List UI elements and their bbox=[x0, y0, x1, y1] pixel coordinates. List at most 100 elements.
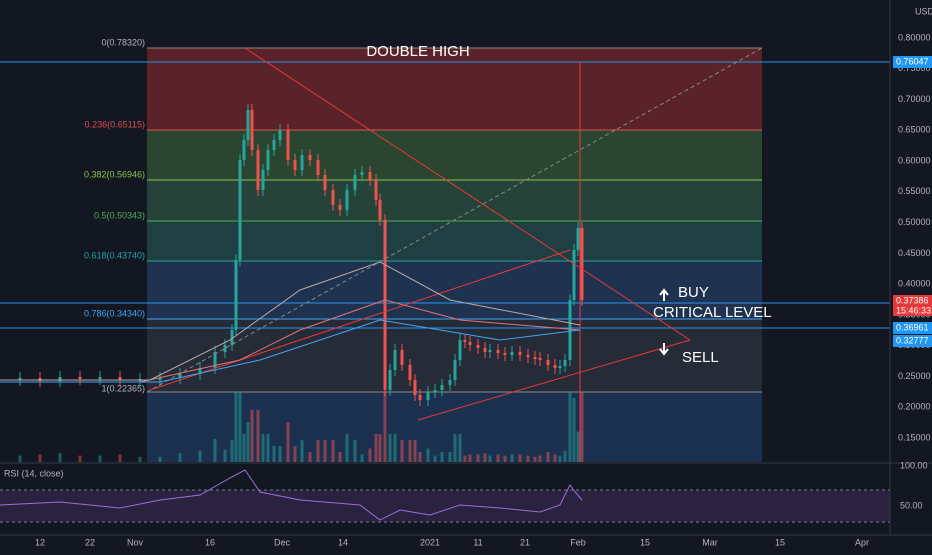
volume bbox=[463, 455, 467, 462]
volume bbox=[38, 454, 42, 462]
candle bbox=[383, 220, 387, 390]
candle bbox=[496, 350, 500, 353]
volume bbox=[230, 440, 234, 462]
volume bbox=[360, 454, 364, 462]
time-label: Nov bbox=[127, 537, 144, 547]
candle bbox=[223, 345, 227, 352]
volume bbox=[458, 434, 462, 462]
candle bbox=[78, 377, 82, 379]
arrow-up bbox=[659, 288, 669, 301]
price-label: 0.70000 bbox=[898, 94, 931, 104]
candle bbox=[413, 380, 417, 395]
zone bbox=[147, 221, 762, 261]
volume bbox=[533, 456, 537, 462]
volume bbox=[503, 455, 507, 462]
volume bbox=[426, 448, 430, 462]
arrow-down bbox=[659, 343, 669, 356]
volume bbox=[158, 456, 162, 462]
volume bbox=[553, 454, 557, 462]
candle bbox=[246, 110, 250, 140]
volume bbox=[526, 455, 530, 462]
volume bbox=[496, 454, 500, 462]
candle bbox=[433, 390, 437, 392]
volume bbox=[261, 434, 265, 462]
volume bbox=[488, 455, 492, 462]
candle bbox=[261, 170, 265, 190]
candle bbox=[558, 366, 562, 368]
time-label: 22 bbox=[85, 537, 95, 547]
price-label: 0.50000 bbox=[898, 217, 931, 227]
candle bbox=[503, 353, 507, 355]
price-label: 0.80000 bbox=[898, 32, 931, 42]
volume bbox=[393, 434, 397, 462]
candle bbox=[278, 130, 282, 140]
time-label: 21 bbox=[520, 537, 530, 547]
zone bbox=[147, 48, 762, 130]
annotation: SELL bbox=[682, 349, 719, 366]
candle bbox=[360, 172, 364, 175]
volume bbox=[278, 446, 282, 462]
candle bbox=[448, 380, 452, 385]
candle bbox=[158, 378, 162, 380]
candle bbox=[300, 155, 304, 170]
volume bbox=[572, 398, 576, 462]
candle bbox=[316, 160, 320, 175]
candle bbox=[463, 340, 467, 342]
volume bbox=[476, 454, 480, 462]
volume bbox=[483, 453, 487, 462]
volume bbox=[138, 456, 142, 462]
volume bbox=[300, 440, 304, 462]
fib-label: 0.5(0.50343) bbox=[94, 210, 145, 220]
candle bbox=[488, 350, 492, 352]
candle bbox=[388, 370, 392, 390]
candle bbox=[400, 350, 404, 365]
candle bbox=[440, 385, 444, 390]
candles bbox=[18, 104, 584, 462]
time-label: 16 bbox=[205, 537, 215, 547]
candle bbox=[538, 358, 542, 360]
candle bbox=[510, 352, 514, 355]
price-label: 0.20000 bbox=[898, 402, 931, 412]
price-label: 0.40000 bbox=[898, 279, 931, 289]
candle bbox=[546, 360, 550, 365]
rsi-band bbox=[0, 490, 890, 522]
fib-trend bbox=[146, 47, 763, 393]
candle bbox=[331, 190, 335, 205]
annotation: DOUBLE HIGH bbox=[366, 43, 469, 60]
time-label: 2021 bbox=[420, 537, 440, 547]
zone bbox=[147, 261, 762, 319]
tag bbox=[893, 56, 932, 68]
volume bbox=[323, 440, 327, 462]
volume bbox=[440, 452, 444, 462]
candle bbox=[426, 392, 430, 400]
fib-label: 1(0.22365) bbox=[101, 383, 145, 393]
candle bbox=[58, 377, 62, 381]
fib-label: 0.236(0.65115) bbox=[85, 119, 145, 129]
candle bbox=[553, 365, 557, 368]
price-label: 0.60000 bbox=[898, 155, 931, 165]
volume bbox=[374, 434, 378, 462]
trendline bbox=[244, 47, 691, 341]
volume bbox=[58, 453, 62, 462]
volume bbox=[383, 392, 387, 462]
tag-label: 0.76047 bbox=[896, 56, 929, 66]
time-label: Mar bbox=[702, 537, 718, 547]
tag bbox=[893, 322, 932, 334]
tag-label: 0.37386 bbox=[896, 295, 929, 305]
candle bbox=[234, 260, 238, 330]
price-label: 0.75000 bbox=[898, 63, 931, 73]
volume bbox=[353, 440, 357, 462]
price-label: 0.45000 bbox=[898, 248, 931, 258]
price-label: 0.15000 bbox=[898, 432, 931, 442]
candle bbox=[580, 228, 584, 300]
volume bbox=[308, 452, 312, 462]
candle bbox=[453, 360, 457, 380]
annotation: CRITICAL LEVEL bbox=[653, 304, 772, 321]
volume bbox=[213, 438, 217, 462]
volume bbox=[118, 454, 122, 462]
candle bbox=[374, 180, 378, 200]
candle bbox=[408, 365, 412, 380]
price-tags: 0.76047 0.37386 15:46:33 0.36961 0.32777 bbox=[893, 56, 932, 347]
volume bbox=[408, 440, 412, 462]
